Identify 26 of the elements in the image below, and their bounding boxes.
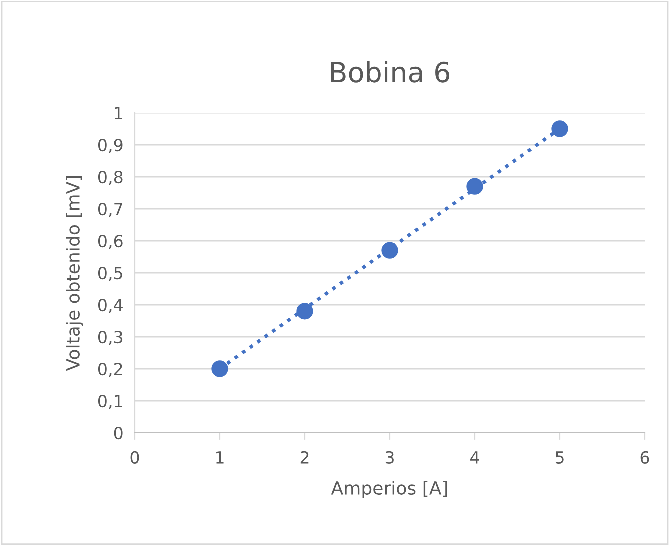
chart-title: Bobina 6	[331, 61, 450, 83]
y-tick-label: 0,1	[98, 394, 122, 410]
x-tick-label: 0	[130, 451, 140, 464]
point	[382, 242, 398, 259]
point	[212, 360, 228, 378]
x-axis-title: Amperios [A]	[331, 481, 448, 499]
x-tick-label: 2	[300, 451, 309, 464]
y-axis-title: Voltaje obtenido [mV]	[66, 176, 84, 372]
y-tick-label: 0,5	[98, 266, 122, 282]
y-tick-label: 0,3	[98, 330, 123, 346]
y-tick-label: 0,2	[98, 362, 122, 378]
y-tick-label: 0,7	[98, 202, 122, 218]
y-tick-label: 0,8	[98, 170, 123, 186]
point	[466, 178, 484, 195]
y-tick-label: 0,4	[98, 298, 123, 314]
point	[296, 303, 314, 320]
y-tick-label: 0	[114, 426, 123, 440]
x-tick-label: 6	[640, 451, 650, 464]
y-tick-label: 1	[115, 107, 122, 120]
x-tick-label: 4	[470, 452, 480, 464]
y-tick-label: 0,6	[98, 234, 123, 250]
y-tick-label: 0,9	[98, 138, 123, 154]
x-tick-label: 3	[386, 451, 394, 464]
x-tick-label: 1	[216, 452, 224, 464]
x-tick-label: 5	[556, 452, 564, 464]
point	[552, 120, 568, 138]
